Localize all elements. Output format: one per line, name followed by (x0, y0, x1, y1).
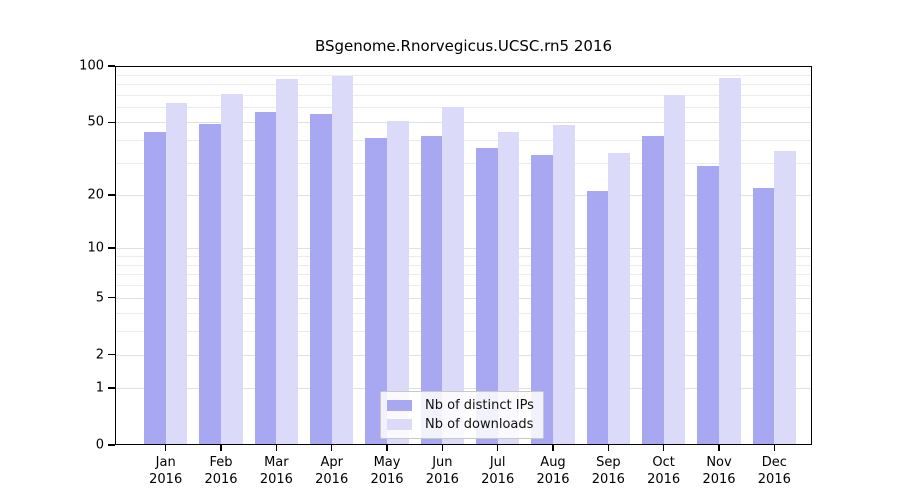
x-tick-label-mar: Mar 2016 (259, 455, 293, 487)
x-tick-label-oct: Oct 2016 (647, 455, 681, 487)
x-tick-mark-sep (607, 445, 609, 451)
y-tick-mark-5 (108, 297, 115, 299)
bar-sep-downloads (608, 153, 630, 445)
bar-nov-distinct-ips (697, 165, 719, 445)
x-tick-mark-may (386, 445, 388, 451)
bar-jan-downloads (165, 103, 188, 445)
bar-feb-distinct-ips (199, 123, 222, 445)
x-tick-label-aug: Aug 2016 (536, 455, 570, 487)
x-tick-mark-mar (275, 445, 277, 451)
bar-jun-downloads (442, 107, 464, 445)
x-tick-label-feb: Feb 2016 (204, 455, 238, 487)
y-tick-label-5: 5 (95, 290, 104, 306)
y-tick-mark-10 (108, 247, 115, 249)
y-tick-label-100: 100 (79, 58, 104, 74)
y-tick-label-50: 50 (87, 114, 104, 130)
bar-feb-downloads (221, 93, 243, 445)
y-tick-mark-1 (108, 387, 115, 389)
x-tick-label-nov: Nov 2016 (702, 455, 736, 487)
x-tick-label-dec: Dec 2016 (757, 455, 791, 487)
x-tick-mark-jan (165, 445, 167, 451)
y-tick-mark-20 (108, 194, 115, 196)
x-tick-mark-jul (497, 445, 499, 451)
x-tick-label-jan: Jan 2016 (149, 455, 183, 487)
y-tick-mark-100 (108, 65, 115, 67)
y-tick-label-2: 2 (95, 347, 104, 363)
bar-apr-downloads (331, 76, 354, 445)
plot-area (115, 66, 812, 445)
x-tick-mark-feb (220, 445, 222, 451)
legend-swatch-downloads (387, 419, 412, 430)
x-tick-mark-dec (773, 445, 775, 451)
bar-mar-distinct-ips (254, 111, 277, 445)
bar-jul-downloads (497, 132, 520, 445)
y-tick-label-0: 0 (95, 437, 104, 453)
y-tick-label-1: 1 (95, 380, 104, 396)
bar-mar-downloads (276, 79, 298, 445)
bar-nov-downloads (719, 78, 741, 445)
x-tick-mark-nov (718, 445, 720, 451)
x-tick-label-jul: Jul 2016 (481, 455, 515, 487)
x-tick-label-sep: Sep 2016 (591, 455, 625, 487)
chart-title: BSgenome.Rnorvegicus.UCSC.rn5 2016 (314, 37, 613, 55)
bar-apr-distinct-ips (310, 114, 332, 445)
x-tick-label-may: May 2016 (370, 455, 404, 487)
bar-oct-distinct-ips (642, 136, 664, 445)
legend-label-distinct-ips: Nb of distinct IPs (425, 398, 534, 413)
legend-item-downloads: Nb of downloads (381, 417, 543, 432)
y-tick-mark-2 (108, 354, 115, 356)
x-tick-label-jun: Jun 2016 (425, 455, 459, 487)
y-tick-mark-50 (108, 121, 115, 123)
gridline-80 (116, 84, 811, 86)
bar-dec-downloads (774, 150, 796, 445)
bar-dec-distinct-ips (752, 187, 775, 445)
x-tick-mark-apr (331, 445, 333, 451)
x-tick-mark-jun (441, 445, 443, 451)
bar-jun-distinct-ips (420, 136, 443, 445)
y-tick-label-20: 20 (87, 187, 104, 203)
legend: Nb of distinct IPs Nb of downloads (380, 391, 544, 439)
gridline-70 (116, 94, 811, 96)
bar-oct-downloads (663, 94, 686, 445)
bar-aug-distinct-ips (531, 155, 553, 445)
legend-item-distinct-ips: Nb of distinct IPs (381, 398, 543, 413)
gridline-90 (116, 74, 811, 76)
y-tick-label-10: 10 (87, 240, 104, 256)
bar-jan-distinct-ips (144, 132, 166, 445)
x-tick-mark-aug (552, 445, 554, 451)
x-tick-label-apr: Apr 2016 (315, 455, 349, 487)
bar-aug-downloads (553, 125, 575, 445)
legend-swatch-distinct-ips (387, 400, 412, 411)
bar-may-downloads (387, 120, 409, 445)
y-tick-mark-0 (108, 444, 115, 446)
x-tick-mark-oct (663, 445, 665, 451)
bar-may-distinct-ips (365, 138, 387, 445)
bar-jul-distinct-ips (476, 148, 498, 445)
bar-sep-distinct-ips (586, 191, 609, 445)
legend-label-downloads: Nb of downloads (425, 417, 534, 432)
